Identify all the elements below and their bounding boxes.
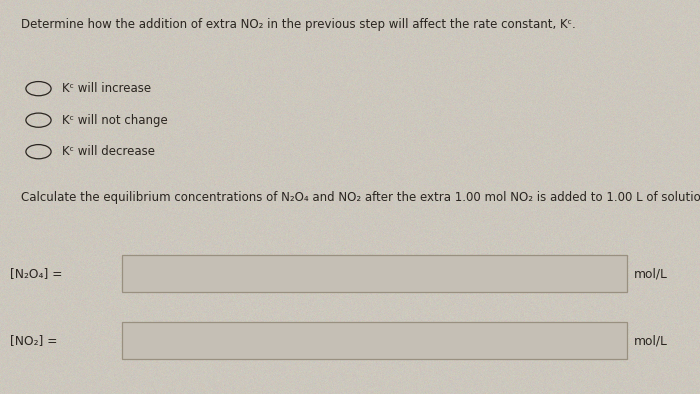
Text: [NO₂] =: [NO₂] = — [10, 335, 58, 347]
FancyBboxPatch shape — [122, 322, 626, 359]
Text: mol/L: mol/L — [634, 335, 667, 347]
Text: [N₂O₄] =: [N₂O₄] = — [10, 268, 63, 280]
Text: Kᶜ will decrease: Kᶜ will decrease — [62, 145, 155, 158]
Text: Kᶜ will not change: Kᶜ will not change — [62, 114, 167, 126]
Text: Calculate the equilibrium concentrations of N₂O₄ and NO₂ after the extra 1.00 mo: Calculate the equilibrium concentrations… — [21, 191, 700, 204]
Text: Determine how the addition of extra NO₂ in the previous step will affect the rat: Determine how the addition of extra NO₂ … — [21, 18, 575, 31]
Text: Kᶜ will increase: Kᶜ will increase — [62, 82, 150, 95]
Text: mol/L: mol/L — [634, 268, 667, 280]
FancyBboxPatch shape — [122, 255, 626, 292]
